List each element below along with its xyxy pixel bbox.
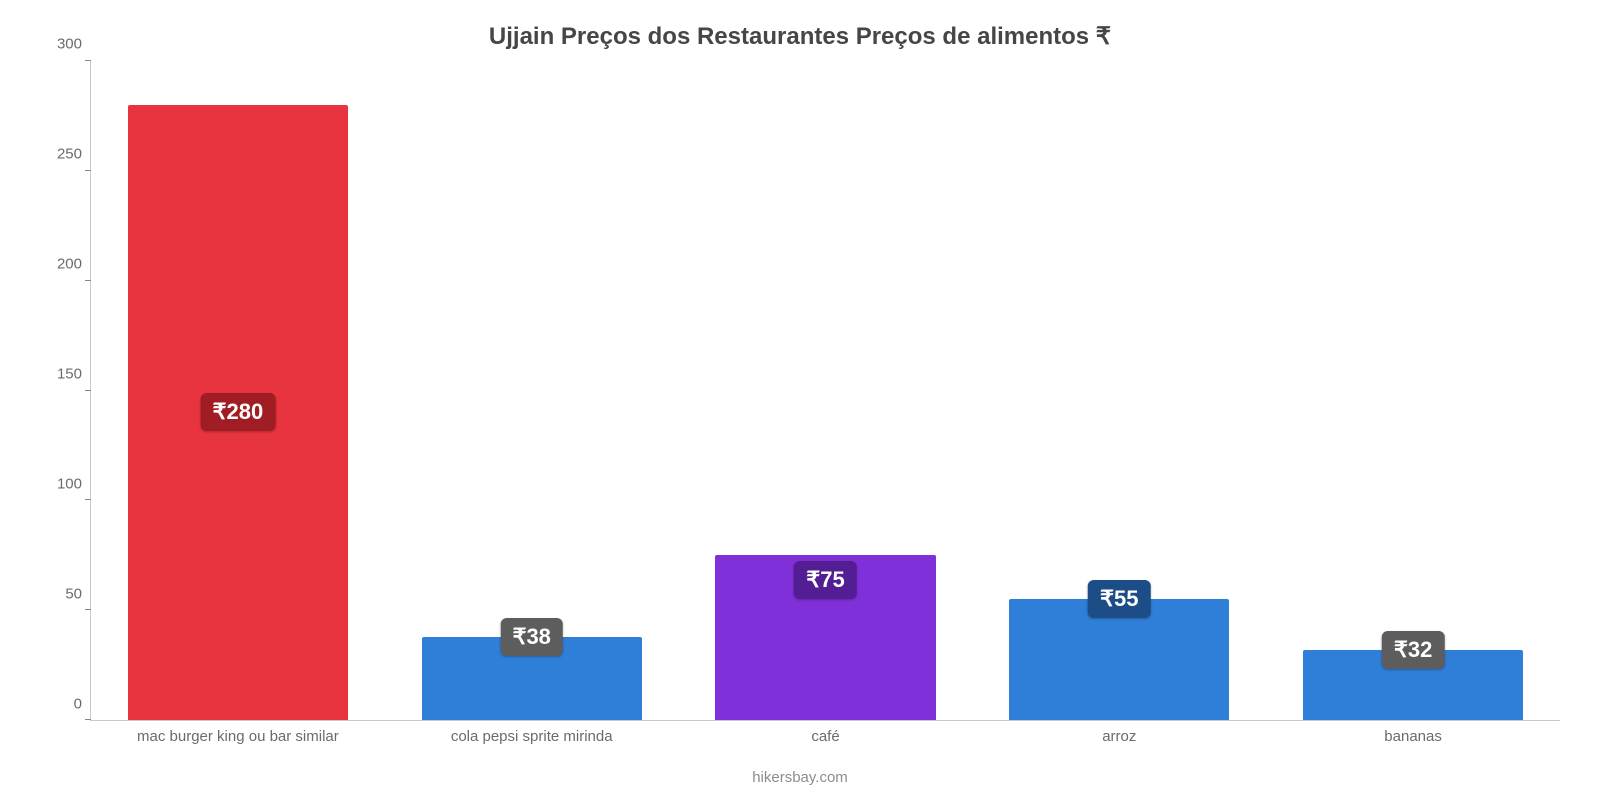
bars-container: ₹280 ₹38 ₹75 ₹55 ₹32 bbox=[91, 61, 1560, 720]
y-tick-label: 50 bbox=[65, 586, 82, 603]
bar: ₹32 bbox=[1303, 650, 1523, 720]
bar-slot: ₹32 bbox=[1266, 61, 1560, 720]
y-tick-mark bbox=[85, 499, 91, 500]
bar: ₹75 bbox=[715, 555, 935, 720]
bar-slot: ₹75 bbox=[679, 61, 973, 720]
chart-title: Ujjain Preços dos Restaurantes Preços de… bbox=[40, 22, 1560, 51]
plot: ₹280₹38₹75₹55₹32 mac burger king ou bar … bbox=[90, 61, 1560, 721]
x-tick-label: cola pepsi sprite mirinda bbox=[385, 728, 679, 745]
y-tick-label: 150 bbox=[57, 366, 82, 383]
x-tick-label: café bbox=[679, 728, 973, 745]
value-badge: ₹38 bbox=[500, 618, 562, 656]
bar-chart: Ujjain Preços dos Restaurantes Preços de… bbox=[0, 0, 1600, 800]
x-tick-label: arroz bbox=[972, 728, 1266, 745]
value-badge: ₹75 bbox=[794, 561, 856, 599]
y-axis: 050100150200250300 bbox=[40, 61, 90, 721]
bar: ₹280 bbox=[128, 105, 348, 720]
bar: ₹55 bbox=[1009, 599, 1229, 720]
credit-text: hikersbay.com bbox=[0, 769, 1600, 786]
value-badge: ₹32 bbox=[1382, 631, 1444, 669]
y-tick-mark bbox=[85, 390, 91, 391]
y-tick-label: 300 bbox=[57, 36, 82, 53]
value-badge: ₹55 bbox=[1088, 580, 1150, 618]
y-tick-mark bbox=[85, 170, 91, 171]
y-tick-label: 100 bbox=[57, 476, 82, 493]
plot-area: 050100150200250300 ₹280₹38₹75₹55₹32 mac … bbox=[40, 61, 1560, 721]
bar-slot: ₹55 bbox=[972, 61, 1266, 720]
bar: ₹38 bbox=[422, 637, 642, 720]
y-tick-mark bbox=[85, 280, 91, 281]
y-tick-mark bbox=[85, 60, 91, 61]
y-tick-label: 250 bbox=[57, 146, 82, 163]
y-tick-label: 0 bbox=[74, 696, 82, 713]
x-tick-label: mac burger king ou bar similar bbox=[91, 728, 385, 745]
bar-slot: ₹280 bbox=[91, 61, 385, 720]
y-tick-mark bbox=[85, 719, 91, 720]
y-tick-label: 200 bbox=[57, 256, 82, 273]
value-badge: ₹280 bbox=[201, 393, 276, 431]
x-tick-label: bananas bbox=[1266, 728, 1560, 745]
bar-slot: ₹38 bbox=[385, 61, 679, 720]
x-axis-labels: mac burger king ou bar similarcola pepsi… bbox=[91, 728, 1560, 745]
y-tick-mark bbox=[85, 609, 91, 610]
